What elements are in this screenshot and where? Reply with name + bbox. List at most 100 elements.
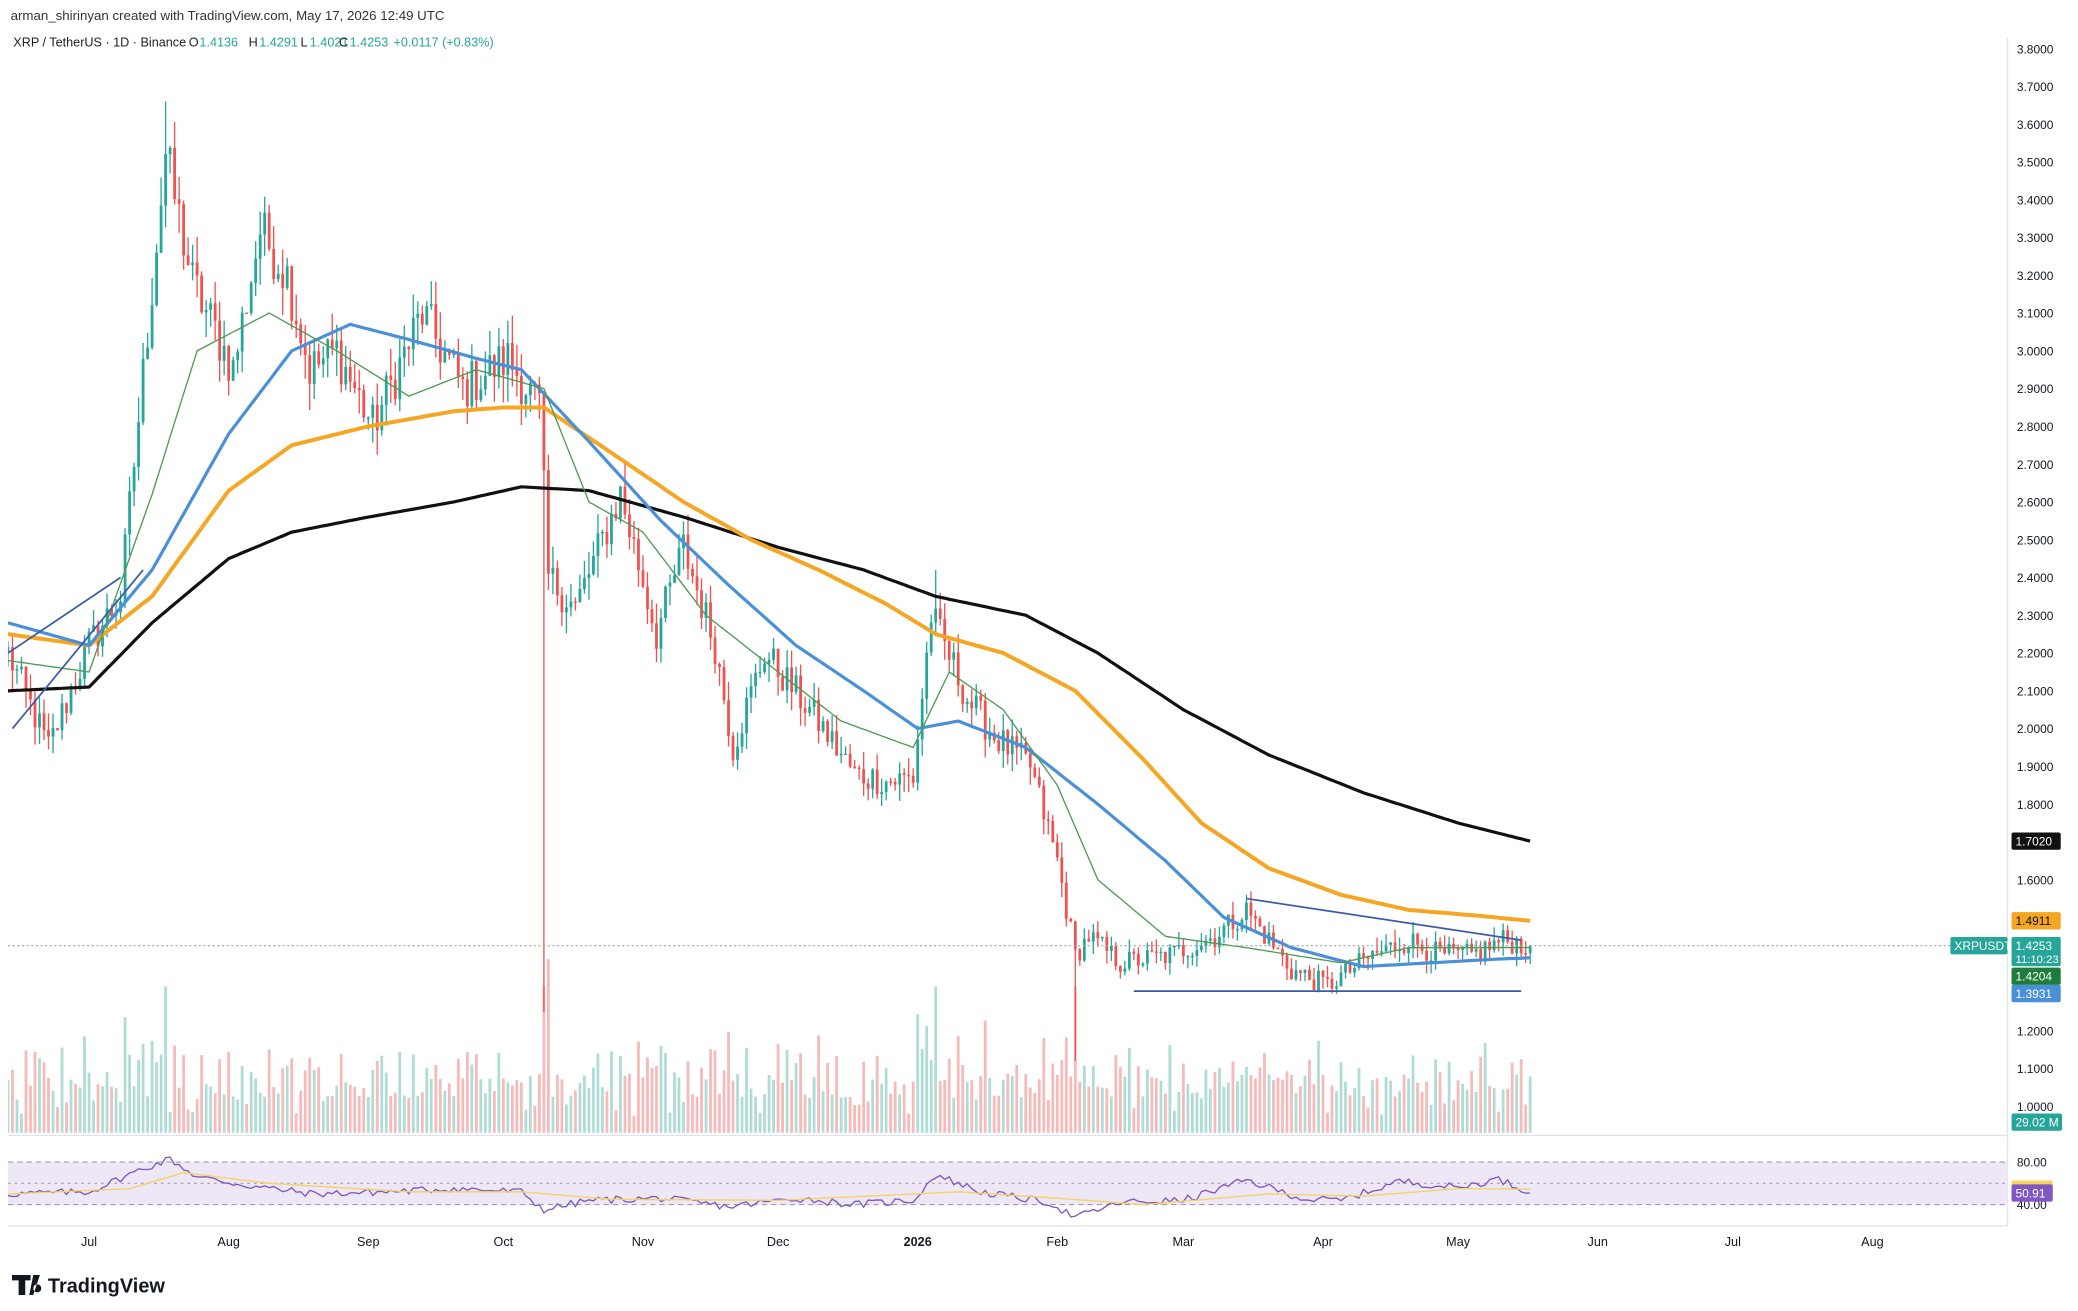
- volume-bar: [659, 1045, 663, 1133]
- volume-bar: [772, 1080, 775, 1133]
- volume-bar: [1384, 1076, 1388, 1133]
- volume-bar: [447, 1083, 451, 1133]
- volume-bar: [956, 1035, 960, 1133]
- candle-body: [308, 355, 312, 384]
- candle-body: [1100, 936, 1104, 939]
- candle-body: [159, 205, 163, 253]
- candle-body: [290, 266, 294, 321]
- tradingview-logo[interactable]: TradingView: [11, 1275, 165, 1297]
- volume-bar: [1006, 1073, 1010, 1133]
- volume-bar: [911, 1081, 915, 1133]
- volume-bar: [164, 986, 167, 1133]
- volume-bar: [204, 1084, 208, 1133]
- volume-bar: [632, 1115, 636, 1133]
- candle-body: [362, 390, 366, 418]
- symbol-title[interactable]: XRP / TetherUS · 1D · Binance: [13, 36, 186, 50]
- candle-body: [1411, 933, 1415, 949]
- candle-body: [1429, 960, 1433, 962]
- main-pane[interactable]: [7, 101, 2008, 1133]
- last-price-label-bg: [2011, 937, 2061, 967]
- volume-bar: [308, 1057, 312, 1133]
- close-value: 1.4253: [350, 36, 389, 50]
- time-tick-label: Oct: [494, 1235, 514, 1249]
- time-tick-label: Mar: [1173, 1235, 1195, 1249]
- volume-bar: [1299, 1086, 1302, 1133]
- candle-body: [1330, 978, 1334, 989]
- volume-bar: [294, 1113, 298, 1133]
- volume-bar: [267, 1049, 271, 1133]
- axes: 1.00001.10001.20001.30001.40001.50001.60…: [81, 42, 2054, 1249]
- candle-body: [727, 700, 730, 736]
- candle-body: [1114, 946, 1118, 967]
- candle-body: [902, 773, 906, 775]
- volume-bar: [407, 1098, 411, 1133]
- volume-bar: [105, 1071, 109, 1133]
- volume-bar: [236, 1099, 240, 1133]
- volume-bar: [1145, 1069, 1149, 1133]
- candle-body: [1524, 953, 1528, 955]
- candle-body: [303, 343, 307, 356]
- candle-body: [519, 375, 523, 404]
- candle-body: [1384, 944, 1388, 952]
- volume-bar: [1132, 1108, 1136, 1133]
- candle-body: [965, 701, 969, 705]
- candle-body: [1136, 953, 1140, 966]
- volume-bar: [146, 1096, 149, 1133]
- candle-body: [393, 379, 397, 400]
- volume-bar: [740, 1096, 744, 1133]
- candle-body: [1186, 956, 1190, 958]
- candle-body: [1033, 767, 1037, 777]
- candle-body: [1060, 857, 1064, 883]
- volume-bar: [1046, 1099, 1050, 1133]
- volume-bar: [1258, 1067, 1262, 1133]
- rsi-pane[interactable]: [7, 1156, 2008, 1218]
- ma-long-price-label-text: 1.7020: [2016, 835, 2053, 849]
- volume-bar: [1366, 1107, 1370, 1133]
- price-tick-label: 3.6000: [2017, 118, 2054, 132]
- volume-bar: [159, 1054, 163, 1133]
- volume-bar: [321, 1100, 325, 1133]
- volume-bar: [1069, 1076, 1073, 1133]
- volume-bar: [961, 1065, 965, 1133]
- candle-body: [452, 353, 456, 356]
- candle-body: [1168, 947, 1172, 964]
- time-tick-label: Apr: [1313, 1235, 1333, 1249]
- volume-bar: [330, 1096, 334, 1133]
- candle-body: [592, 555, 595, 575]
- candle-body: [1010, 736, 1014, 755]
- volume-bar: [650, 1067, 654, 1133]
- volume-bar: [844, 1097, 848, 1133]
- candle-body: [366, 417, 370, 419]
- candle-body: [970, 701, 974, 709]
- ema-mid-price-label-bg: [2011, 984, 2061, 1003]
- volume-bar: [1357, 1067, 1361, 1133]
- candle-body: [15, 669, 19, 671]
- candle-body: [1339, 972, 1343, 987]
- candle-body: [884, 781, 888, 793]
- volume-bar: [497, 1052, 501, 1133]
- volume-bar: [1272, 1080, 1275, 1133]
- candle-body: [344, 367, 348, 385]
- volume-bar: [1339, 1062, 1343, 1133]
- volume-bar: [686, 1061, 690, 1133]
- volume-bar: [1389, 1080, 1392, 1133]
- candle-body: [1015, 736, 1019, 748]
- candle-body: [416, 313, 420, 318]
- candle-body: [952, 652, 956, 660]
- candle-body: [1294, 970, 1298, 980]
- volume-bar: [1136, 1066, 1140, 1133]
- candle-body: [1443, 948, 1446, 954]
- price-tick-label: 2.7000: [2017, 458, 2054, 472]
- volume-bar: [884, 1068, 888, 1133]
- volume-bar: [1033, 1092, 1037, 1133]
- volume-bar: [619, 1056, 622, 1133]
- candle-body: [1416, 933, 1419, 945]
- candle-body: [758, 671, 762, 674]
- volume-bar: [835, 1055, 839, 1133]
- volume-bar: [1100, 1087, 1104, 1133]
- candle-body: [974, 695, 978, 709]
- candle-body: [1366, 957, 1370, 959]
- candle-body: [1393, 942, 1397, 951]
